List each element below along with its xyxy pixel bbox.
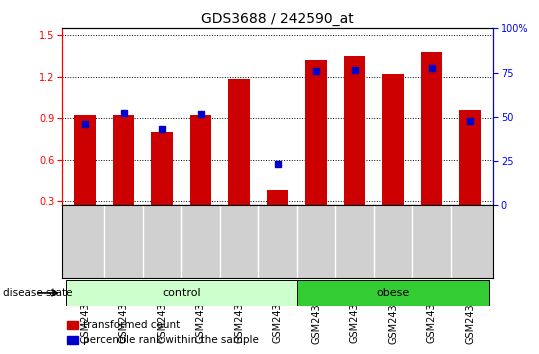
Bar [66,280,297,306]
Bar [74,115,95,205]
Bar [459,110,481,205]
Text: control: control [162,288,201,298]
Bar [151,132,172,205]
Bar [344,56,365,205]
Bar [306,60,327,205]
Bar [421,52,442,205]
Bar [190,115,211,205]
Bar [113,115,134,205]
Bar [267,190,288,205]
Text: disease state: disease state [3,288,72,298]
Legend: transformed count, percentile rank within the sample: transformed count, percentile rank withi… [67,320,259,346]
Bar [297,280,489,306]
Title: GDS3688 / 242590_at: GDS3688 / 242590_at [201,12,354,26]
Text: obese: obese [376,288,410,298]
Bar [229,80,250,205]
Bar [383,74,404,205]
